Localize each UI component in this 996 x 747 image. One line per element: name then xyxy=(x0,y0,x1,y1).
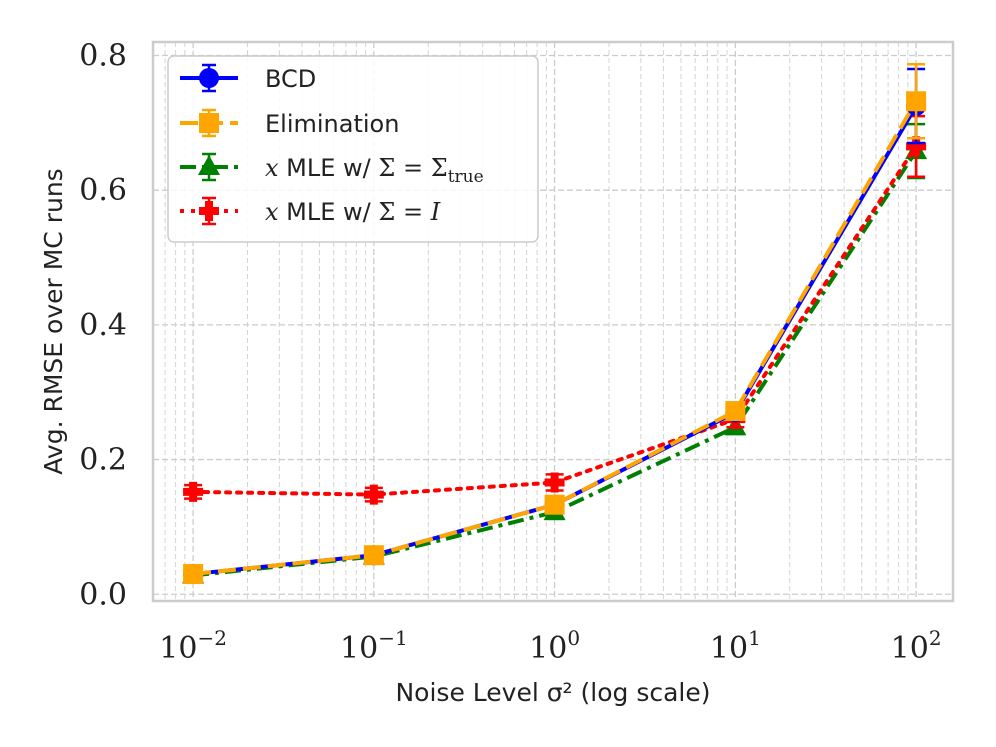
x-tick-label: 101 xyxy=(710,626,761,666)
legend-entry-2: Elimination xyxy=(180,108,399,138)
legend-label: x MLE w/ Σ = I xyxy=(265,198,441,226)
legend-label: BCD xyxy=(265,65,316,93)
data-point xyxy=(725,401,746,422)
legend-entry-1: BCD xyxy=(180,63,316,93)
legend-entry-4: x MLE w/ Σ = I xyxy=(180,196,441,226)
y-tick-label: 0.0 xyxy=(79,577,127,612)
x-tick-label: 10−1 xyxy=(340,626,408,666)
data-point xyxy=(544,494,565,515)
data-point xyxy=(363,545,384,566)
data-point xyxy=(183,564,204,585)
legend: BCD Elimination x MLE w/ Σ = Σtrue x MLE w/… xyxy=(167,55,539,243)
legend-label: x MLE w/ Σ = Σtrue xyxy=(265,154,484,187)
data-point xyxy=(544,472,565,493)
minor-grid xyxy=(152,42,909,601)
x-axis-label: Noise Level σ² (log scale) xyxy=(395,678,710,707)
y-tick-label: 0.2 xyxy=(79,443,127,478)
legend-marker xyxy=(199,68,219,88)
x-tick-label: 102 xyxy=(891,626,942,666)
plot-frame xyxy=(151,40,955,603)
major-grid xyxy=(153,42,953,601)
y-axis-label: Avg. RMSE over MC runs xyxy=(39,168,68,474)
x-tick-label: 10−2 xyxy=(159,626,227,666)
y-tick-label: 0.6 xyxy=(79,173,127,208)
legend-box xyxy=(167,55,539,243)
x-tick-label: 100 xyxy=(529,626,580,666)
y-tick-labels: 0.0 0.2 0.4 0.6 0.8 xyxy=(79,38,127,612)
legend-marker xyxy=(199,113,219,133)
data-point xyxy=(906,91,927,112)
data-point xyxy=(183,481,204,502)
series-2 xyxy=(183,62,927,585)
legend-marker xyxy=(198,155,220,175)
series-line xyxy=(192,100,918,577)
data-point xyxy=(906,136,927,157)
legend-entry-3: x MLE w/ Σ = Σtrue xyxy=(180,152,484,187)
legend-marker xyxy=(199,201,219,221)
series-layer xyxy=(182,62,928,585)
legend-label: Elimination xyxy=(265,110,399,138)
y-tick-label: 0.8 xyxy=(79,38,127,73)
x-tick-labels: 10−2 10−1 100 101 102 xyxy=(159,626,941,666)
data-point xyxy=(363,484,384,505)
y-tick-label: 0.4 xyxy=(79,308,127,343)
